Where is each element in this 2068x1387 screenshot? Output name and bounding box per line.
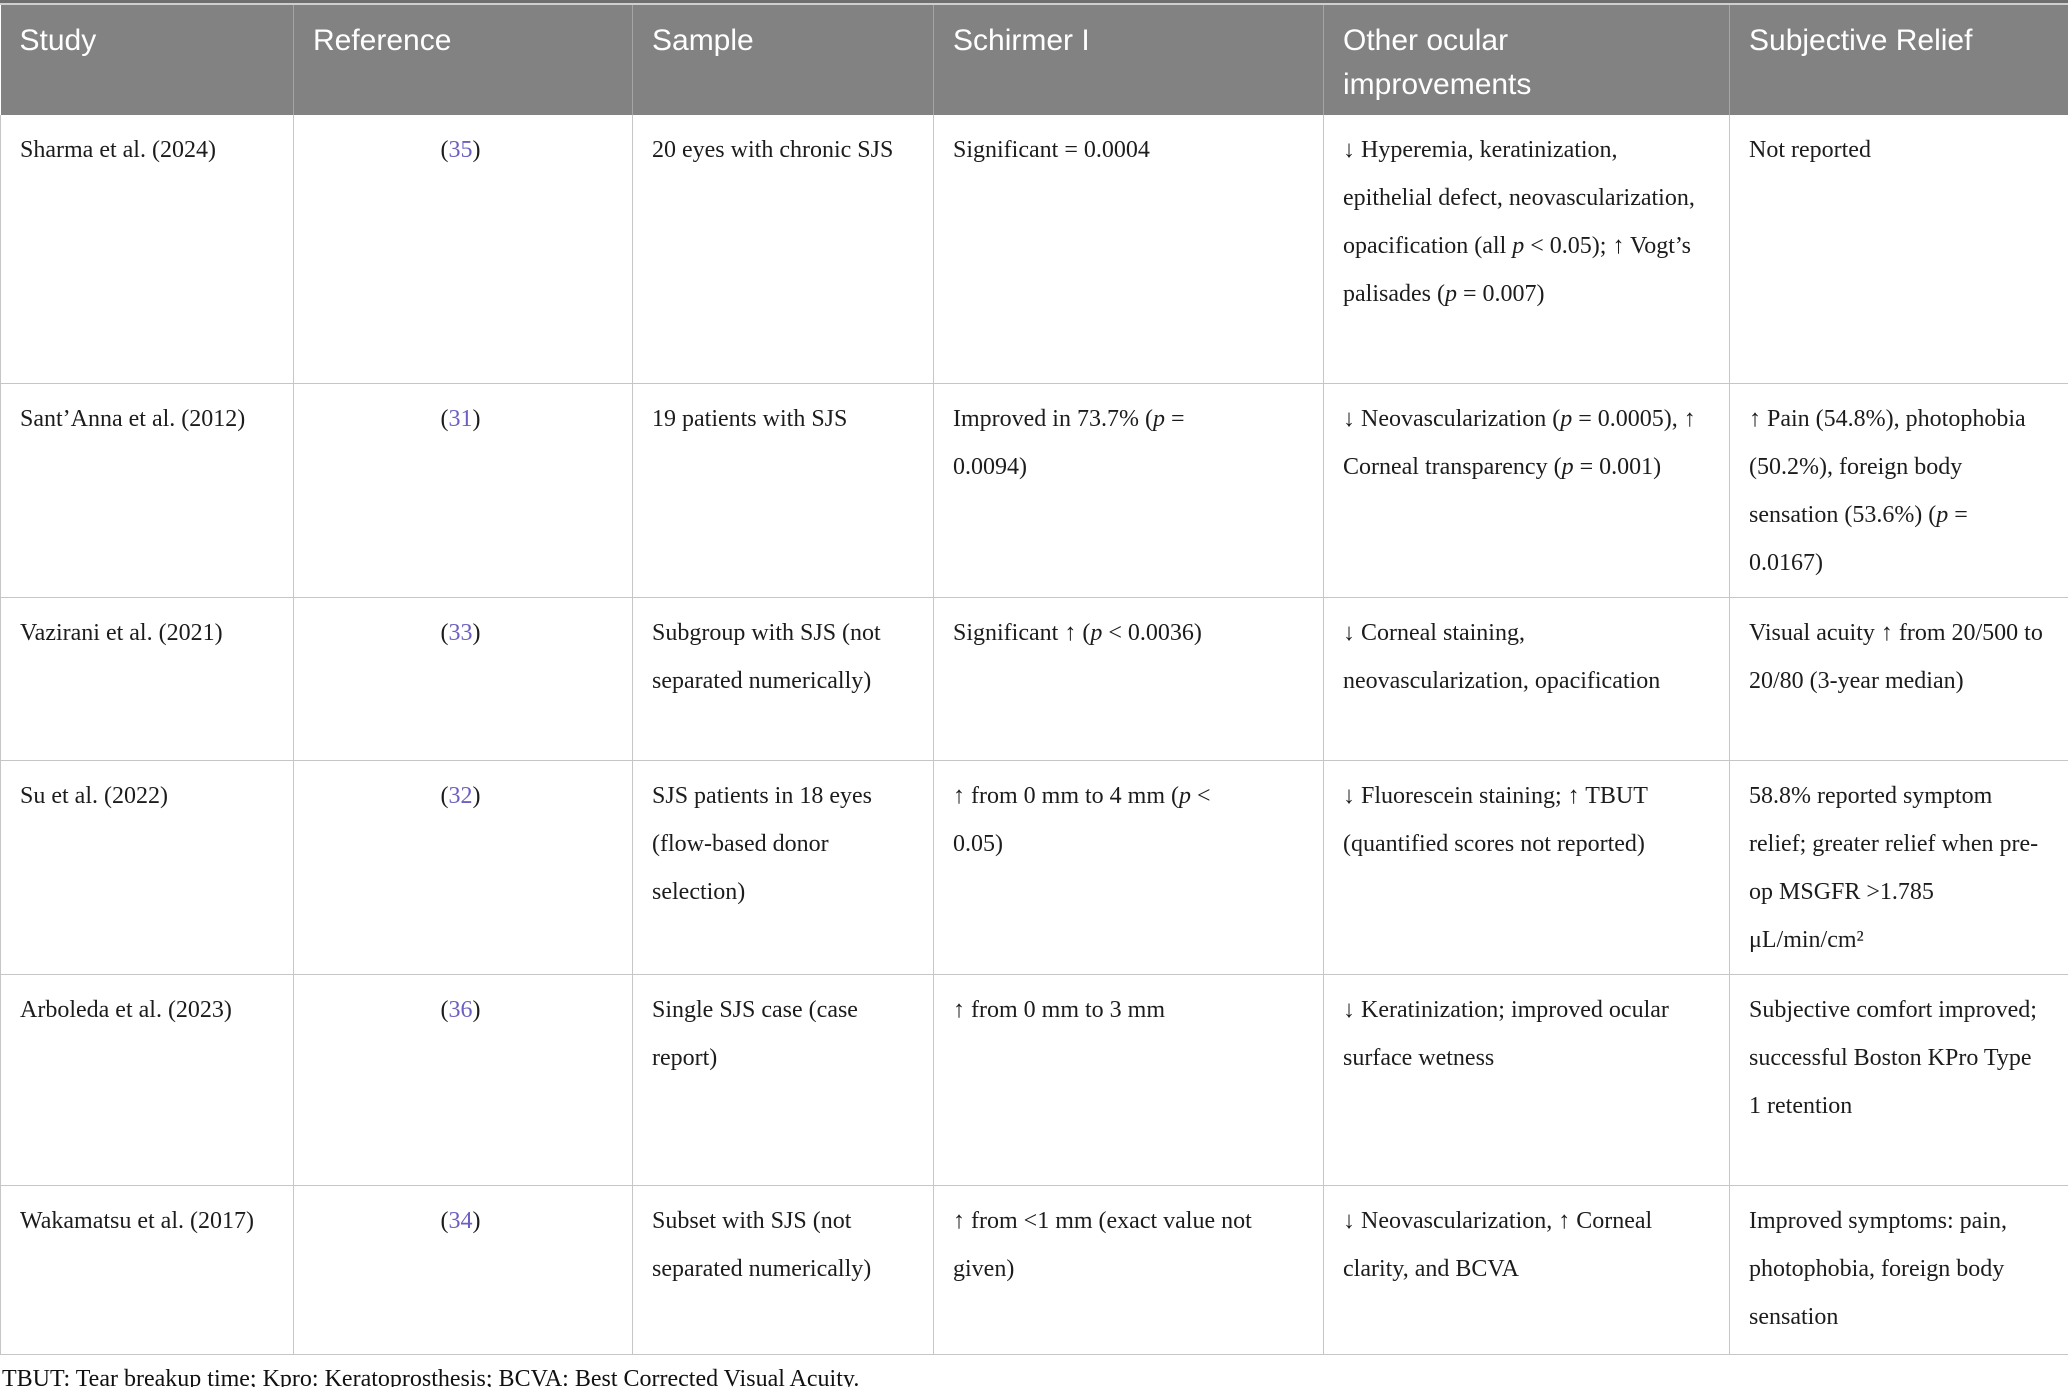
cell-relief: Improved symptoms: pain, photophobia, fo… — [1729, 1185, 2068, 1355]
column-header-reference: Reference — [293, 5, 633, 115]
cell-relief: 58.8% reported symptom relief; greater r… — [1729, 760, 2068, 975]
table-row: Arboleda et al. (2023) (36) Single SJS cas… — [0, 974, 2068, 1186]
column-header-label: Other ocular improvements — [1343, 24, 1532, 101]
header-row: Study Reference Sample Schirmer I Other … — [0, 5, 2068, 115]
table-row: Su et al. (2022) (32) SJS patients in 18 e… — [0, 760, 2068, 975]
cell-reference: (35) — [293, 115, 633, 384]
column-header-label: Schirmer I — [953, 24, 1090, 57]
cell-study: Sharma et al. (2024) — [0, 115, 294, 384]
cell-schirmer: Significant = 0.0004 — [933, 115, 1324, 384]
cell-schirmer: Improved in 73.7% (p = 0.0094) — [933, 383, 1324, 598]
table-row: Wakamatsu et al. (2017) (34) Subset with S… — [0, 1185, 2068, 1355]
cell-sample: 20 eyes with chronic SJS — [632, 115, 934, 384]
table-top-rule — [0, 0, 2068, 3]
cell-schirmer: ↑ from 0 mm to 3 mm — [933, 974, 1324, 1186]
cell-reference: (31) — [293, 383, 633, 598]
column-header-label: Sample — [652, 24, 754, 57]
cell-study: Wakamatsu et al. (2017) — [0, 1185, 294, 1355]
column-header-label: Subjective Relief — [1749, 24, 1973, 57]
reference-link[interactable]: 33 — [448, 619, 473, 646]
table-row: Vazirani et al. (2021) (33) Subgroup with … — [0, 597, 2068, 761]
table-body: Sharma et al. (2024) (35) 20 eyes with chr… — [0, 115, 2068, 1355]
table-row: Sharma et al. (2024) (35) 20 eyes with chr… — [0, 115, 2068, 384]
cell-reference: (34) — [293, 1185, 633, 1355]
cell-other: ↓ Corneal staining, neovascularization, … — [1323, 597, 1730, 761]
cell-reference: (36) — [293, 974, 633, 1186]
cell-study: Arboleda et al. (2023) — [0, 974, 294, 1186]
cell-sample: Subset with SJS (not separated numerical… — [632, 1185, 934, 1355]
cell-other: ↓ Neovascularization (p = 0.0005), ↑ Cor… — [1323, 383, 1730, 598]
column-header-subjective-relief: Subjective Relief — [1729, 5, 2068, 115]
reference-link[interactable]: 36 — [448, 996, 473, 1023]
cell-reference: (32) — [293, 760, 633, 975]
table-header: Study Reference Sample Schirmer I Other … — [0, 5, 2068, 115]
cell-study: Su et al. (2022) — [0, 760, 294, 975]
cell-relief: Visual acuity ↑ from 20/500 to 20/80 (3-… — [1729, 597, 2068, 761]
cell-schirmer: Significant ↑ (p < 0.0036) — [933, 597, 1324, 761]
column-header-label: Study — [19, 24, 97, 57]
reference-link[interactable]: 35 — [448, 137, 473, 163]
column-header-label: Reference — [313, 24, 452, 57]
column-header-other-ocular-improvements: Other ocular improvements — [1323, 5, 1730, 115]
cell-relief: Subjective comfort improved; successful … — [1729, 974, 2068, 1186]
column-header-schirmer: Schirmer I — [933, 5, 1324, 115]
table-row: Sant’Anna et al. (2012) (31) 19 patients w… — [0, 383, 2068, 598]
cell-other: ↓ Fluorescein staining; ↑ TBUT (quantifi… — [1323, 760, 1730, 975]
studies-table: Study Reference Sample Schirmer I Other … — [0, 5, 2068, 1355]
cell-sample: SJS patients in 18 eyes (flow-based dono… — [632, 760, 934, 975]
cell-sample: 19 patients with SJS — [632, 383, 934, 598]
reference-link[interactable]: 32 — [448, 782, 473, 809]
reference-link[interactable]: 34 — [448, 1207, 473, 1234]
table-top-rule-highlight — [0, 3, 2068, 5]
cell-sample: Single SJS case (case report) — [632, 974, 934, 1186]
column-header-study: Study — [0, 5, 294, 115]
table-footnote: TBUT: Tear breakup time; Kpro: Keratopro… — [2, 1365, 860, 1387]
cell-other: ↓ Hyperemia, keratinization, epithelial … — [1323, 115, 1730, 384]
cell-relief: Not reported — [1729, 115, 2068, 384]
cell-reference: (33) — [293, 597, 633, 761]
cell-study: Sant’Anna et al. (2012) — [0, 383, 294, 598]
cell-schirmer: ↑ from <1 mm (exact value not given) — [933, 1185, 1324, 1355]
cell-relief: ↑ Pain (54.8%), photophobia (50.2%), for… — [1729, 383, 2068, 598]
reference-link[interactable]: 31 — [448, 405, 473, 432]
cell-schirmer: ↑ from 0 mm to 4 mm (p < 0.05) — [933, 760, 1324, 975]
cell-study: Vazirani et al. (2021) — [0, 597, 294, 761]
cell-other: ↓ Neovascularization, ↑ Corneal clarity,… — [1323, 1185, 1730, 1355]
cell-sample: Subgroup with SJS (not separated numeric… — [632, 597, 934, 761]
cell-other: ↓ Keratinization; improved ocular surfac… — [1323, 974, 1730, 1186]
column-header-sample: Sample — [632, 5, 934, 115]
